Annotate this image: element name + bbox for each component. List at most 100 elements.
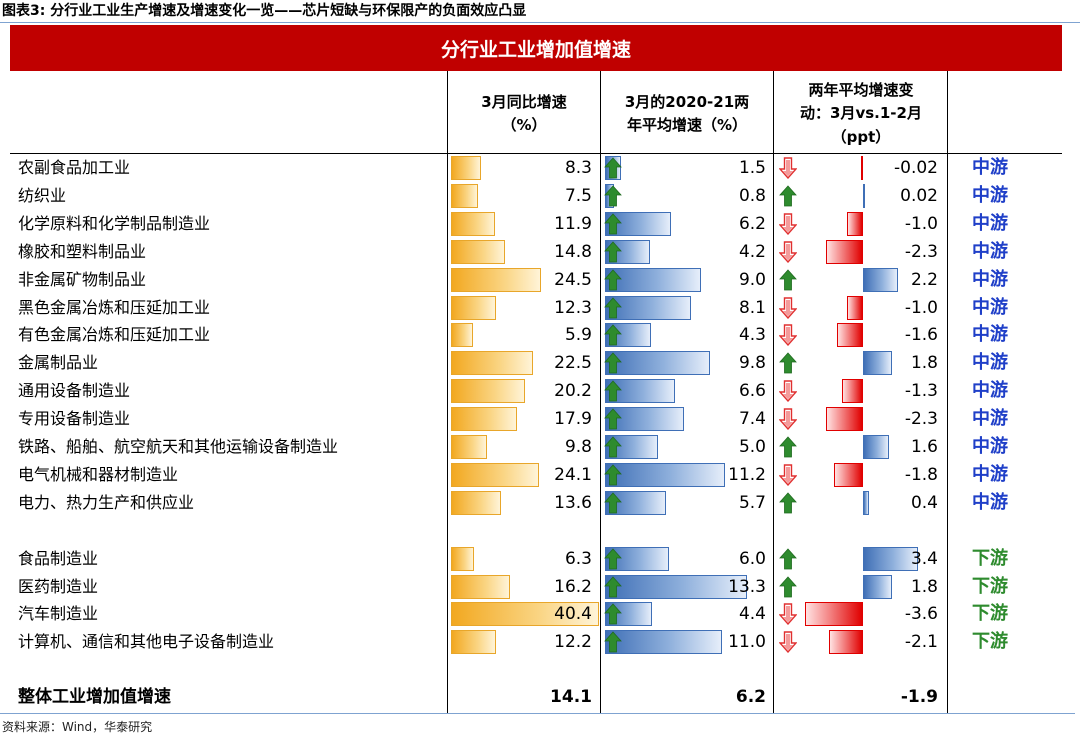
stream-label: 中游 bbox=[972, 352, 1008, 374]
table-row: 汽车制造业 40.4 4.4 -3.6 下游 bbox=[0, 600, 1080, 628]
industry-label: 黑色金属冶炼和压延加工业 bbox=[18, 297, 211, 317]
avg2y-value: 1.5 bbox=[738, 158, 766, 178]
red-down-arrow-icon bbox=[779, 603, 797, 626]
stream-label: 中游 bbox=[972, 324, 1008, 346]
change-bar bbox=[863, 183, 865, 208]
yoy-value: 20.2 bbox=[554, 381, 592, 402]
table-row: 食品制造业 6.3 6.0 3.4 下游 bbox=[0, 545, 1080, 573]
change-value: -1.3 bbox=[904, 381, 938, 402]
title-rule bbox=[0, 22, 1080, 23]
change-value: -1.6 bbox=[904, 325, 938, 346]
change-bar bbox=[863, 490, 870, 515]
yoy-value: 12.2 bbox=[554, 632, 592, 653]
change-value: -1.8 bbox=[904, 464, 938, 485]
avg2y-bar bbox=[605, 462, 725, 487]
red-down-arrow-icon bbox=[779, 380, 797, 403]
table-row: 非金属矿物制品业 24.5 9.0 2.2 中游 bbox=[0, 266, 1080, 294]
industry-label: 纺织业 bbox=[18, 185, 67, 205]
industry-label: 农副食品加工业 bbox=[18, 158, 131, 177]
total-label: 整体工业增加值增速 bbox=[18, 687, 171, 707]
avg2y-value: 0.8 bbox=[738, 185, 766, 206]
yoy-value: 40.4 bbox=[554, 604, 592, 625]
total-avg2y: 6.2 bbox=[735, 687, 766, 707]
change-bar bbox=[829, 630, 863, 655]
green-up-arrow-icon bbox=[604, 547, 622, 569]
red-down-arrow-icon bbox=[779, 240, 797, 263]
green-up-arrow-icon bbox=[604, 185, 622, 207]
change-bar bbox=[861, 156, 863, 180]
industry-label: 橡胶和塑料制品业 bbox=[18, 241, 147, 261]
yoy-bar bbox=[451, 435, 487, 459]
stream-label: 中游 bbox=[972, 380, 1008, 402]
yoy-value: 7.5 bbox=[564, 185, 592, 206]
yoy-value: 24.5 bbox=[554, 269, 592, 290]
yoy-value: 12.3 bbox=[554, 297, 592, 318]
table-row: 电气机械和器材制造业 24.1 11.2 -1.8 中游 bbox=[0, 461, 1080, 489]
header-rule bbox=[10, 153, 1062, 154]
green-up-arrow-icon bbox=[604, 492, 622, 514]
change-value: -1.0 bbox=[904, 297, 938, 318]
industry-label: 电力、热力生产和供应业 bbox=[18, 492, 195, 512]
yoy-bar bbox=[451, 156, 482, 180]
avg2y-value: 9.8 bbox=[738, 353, 766, 374]
stream-label: 中游 bbox=[972, 436, 1008, 457]
yoy-bar bbox=[451, 379, 525, 404]
avg2y-value: 7.4 bbox=[738, 409, 766, 430]
stream-label: 中游 bbox=[972, 296, 1008, 318]
green-up-arrow-icon bbox=[604, 157, 622, 179]
yoy-value: 5.9 bbox=[564, 325, 592, 346]
industry-label: 化学原料和化学制品制造业 bbox=[18, 213, 211, 233]
change-bar bbox=[837, 323, 863, 348]
col-divider-3 bbox=[773, 71, 774, 713]
avg2y-bar bbox=[605, 407, 684, 432]
stream-label: 中游 bbox=[972, 157, 1008, 178]
yoy-value: 16.2 bbox=[554, 576, 592, 597]
green-up-arrow-icon bbox=[604, 268, 622, 290]
industry-label: 非金属矿物制品业 bbox=[18, 269, 147, 289]
change-value: -2.1 bbox=[904, 632, 938, 653]
change-value: -2.3 bbox=[904, 409, 938, 430]
table-row: 医药制造业 16.2 13.3 1.8 下游 bbox=[0, 573, 1080, 601]
header-change: 两年平均增速变 动：3月vs.1-2月 （ppt） bbox=[800, 81, 922, 146]
green-up-arrow-icon bbox=[604, 603, 622, 625]
change-bar bbox=[846, 295, 863, 320]
stream-label: 中游 bbox=[972, 212, 1008, 234]
avg2y-value: 4.2 bbox=[738, 241, 766, 262]
change-value: -3.6 bbox=[904, 604, 938, 625]
green-up-arrow-icon bbox=[779, 575, 797, 597]
avg2y-value: 6.6 bbox=[738, 381, 766, 402]
change-value: 1.8 bbox=[910, 576, 938, 597]
stream-label: 中游 bbox=[972, 268, 1008, 290]
bottom-rule bbox=[0, 713, 1075, 714]
table-row: 电力、热力生产和供应业 13.6 5.7 0.4 中游 bbox=[0, 489, 1080, 517]
col-divider-2 bbox=[600, 71, 601, 713]
stream-label: 中游 bbox=[972, 240, 1008, 262]
change-bar bbox=[863, 351, 892, 376]
table-row: 农副食品加工业 8.3 1.5 -0.02 中游 bbox=[0, 154, 1080, 182]
yoy-value: 13.6 bbox=[554, 492, 592, 513]
avg2y-value: 13.3 bbox=[728, 576, 766, 597]
total-yoy: 14.1 bbox=[550, 687, 592, 707]
industry-label: 专用设备制造业 bbox=[18, 409, 131, 429]
yoy-value: 24.1 bbox=[554, 464, 592, 485]
col-divider-4 bbox=[947, 71, 948, 713]
industry-label: 食品制造业 bbox=[18, 548, 99, 568]
yoy-value: 22.5 bbox=[554, 353, 592, 374]
change-value: 3.4 bbox=[910, 548, 938, 569]
change-bar bbox=[805, 602, 863, 627]
change-bar bbox=[846, 211, 863, 236]
avg2y-bar bbox=[605, 574, 747, 599]
avg2y-value: 6.2 bbox=[738, 213, 766, 234]
change-bar bbox=[863, 435, 889, 459]
red-down-arrow-icon bbox=[779, 296, 797, 319]
col-divider-1 bbox=[447, 71, 448, 713]
table-row: 黑色金属冶炼和压延加工业 12.3 8.1 -1.0 中游 bbox=[0, 294, 1080, 322]
avg2y-value: 8.1 bbox=[738, 297, 766, 318]
avg2y-bar bbox=[605, 630, 723, 655]
green-up-arrow-icon bbox=[604, 436, 622, 458]
yoy-bar bbox=[451, 295, 497, 320]
green-up-arrow-icon bbox=[604, 575, 622, 597]
green-up-arrow-icon bbox=[604, 241, 622, 263]
yoy-value: 9.8 bbox=[564, 437, 592, 457]
